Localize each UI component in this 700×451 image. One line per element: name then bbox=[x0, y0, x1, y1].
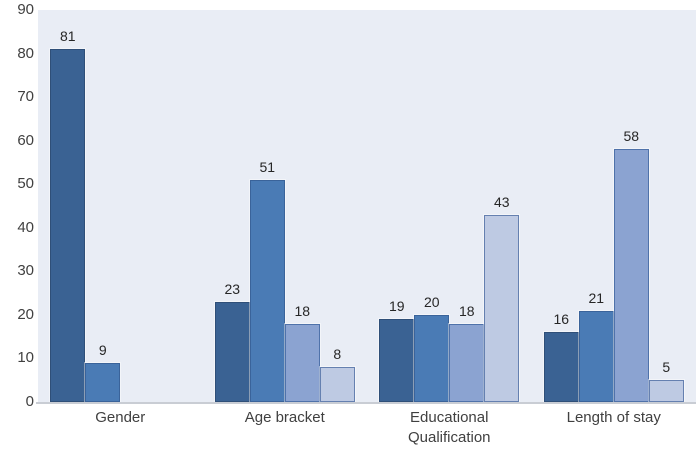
bar-value-label: 81 bbox=[59, 28, 76, 45]
bar bbox=[284, 323, 320, 402]
bar-value-label: 5 bbox=[662, 359, 671, 376]
y-axis-tick-label: 10 bbox=[17, 349, 34, 367]
bar bbox=[613, 149, 649, 402]
category-label: Age bracket bbox=[244, 409, 325, 426]
y-axis-tick-label: 90 bbox=[17, 1, 34, 18]
bar-value-label: 58 bbox=[623, 128, 640, 145]
bar-value-label: 23 bbox=[224, 280, 241, 297]
bar bbox=[578, 310, 614, 402]
y-axis-tick-label: 50 bbox=[17, 175, 34, 193]
bar-value-label: 18 bbox=[458, 302, 475, 319]
bar bbox=[85, 362, 121, 402]
y-axis-tick-label: 30 bbox=[17, 262, 34, 280]
bar-value-label: 51 bbox=[259, 158, 276, 175]
bar bbox=[249, 179, 285, 402]
x-axis-line bbox=[36, 402, 696, 404]
bar-value-label: 21 bbox=[588, 289, 605, 306]
bar bbox=[484, 214, 520, 402]
bar bbox=[214, 301, 250, 402]
y-axis-tick-label: 0 bbox=[25, 393, 34, 410]
bar-value-label: 8 bbox=[333, 346, 342, 363]
y-axis-tick-label: 60 bbox=[17, 131, 34, 149]
bar bbox=[648, 380, 684, 402]
category-label: Gender bbox=[95, 409, 146, 426]
category-label: Length of stay bbox=[566, 409, 661, 426]
y-axis-tick-label: 70 bbox=[17, 88, 34, 106]
bar-value-label: 20 bbox=[423, 293, 440, 310]
y-axis-tick-label: 80 bbox=[17, 44, 34, 62]
category-label: Educational Qualification bbox=[407, 409, 491, 446]
bar bbox=[543, 332, 579, 402]
bar-value-label: 19 bbox=[388, 298, 405, 315]
bar bbox=[449, 323, 485, 402]
y-axis-tick-label: 40 bbox=[17, 218, 34, 236]
bar-value-label: 16 bbox=[553, 311, 570, 328]
bar bbox=[319, 367, 355, 402]
bar bbox=[50, 49, 86, 402]
bar-value-label: 43 bbox=[493, 193, 510, 210]
plot-area: 81 23 19 16 9 51 20 21 18 18 58 8 43 5 bbox=[38, 10, 696, 402]
y-axis-tick-label: 20 bbox=[17, 305, 34, 323]
bar bbox=[414, 314, 450, 402]
bar bbox=[379, 319, 415, 402]
bar-value-label: 9 bbox=[98, 341, 107, 358]
bar-value-label: 18 bbox=[294, 302, 311, 319]
